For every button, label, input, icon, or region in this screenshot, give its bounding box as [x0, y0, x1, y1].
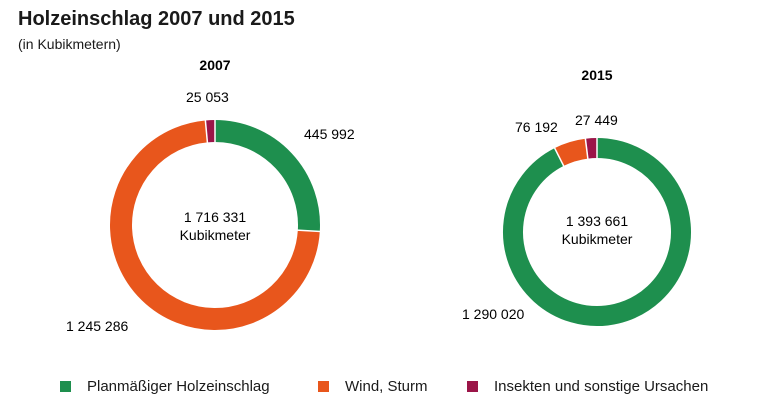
donut-2015-slice-planned	[503, 138, 691, 326]
donut-2015-label-insects: 27 449	[575, 112, 618, 128]
legend-item-planned: Planmäßiger Holzeinschlag	[60, 378, 270, 395]
donut-2015-title: 2015	[581, 67, 612, 83]
donut-2007-center-unit: Kubikmeter	[180, 227, 251, 243]
donut-2007: 2007 1 716 331 Kubikmeter 445 992 1 245 …	[66, 57, 355, 334]
donut-2007-slice-wind	[110, 120, 320, 330]
legend-swatch-wind	[318, 381, 329, 392]
donut-2007-slice-planned	[214, 120, 320, 232]
legend: Planmäßiger Holzeinschlag Wind, Sturm In…	[0, 378, 780, 400]
donut-2015-slice-insects	[585, 138, 598, 159]
legend-label-planned: Planmäßiger Holzeinschlag	[87, 378, 270, 395]
donut-2015-slice-wind	[554, 138, 589, 167]
donut-2015-separator-1	[553, 146, 565, 168]
donut-2015-center-value: 1 393 661	[566, 213, 628, 229]
legend-label-insects: Insekten und sonstige Ursachen	[494, 378, 709, 395]
donut-2007-slices	[110, 119, 321, 330]
donut-2007-label-planned: 445 992	[304, 126, 355, 142]
donut-2015-center-unit: Kubikmeter	[562, 231, 633, 247]
donut-charts: 2007 1 716 331 Kubikmeter 445 992 1 245 …	[66, 57, 691, 334]
legend-swatch-insects	[467, 381, 478, 392]
donut-2015-separator-2	[584, 137, 589, 160]
donut-2015-label-planned: 1 290 020	[462, 306, 524, 322]
donut-2015-label-wind: 76 192	[515, 119, 558, 135]
donut-2007-label-wind: 1 245 286	[66, 318, 128, 334]
donut-2007-label-insects: 25 053	[186, 89, 229, 105]
legend-label-wind: Wind, Sturm	[345, 378, 428, 395]
donut-2015-slices	[503, 137, 691, 326]
donut-2015: 2015 1 393 661 Kubikmeter 1 290 020 76 1…	[462, 67, 691, 326]
donut-2007-separator-1	[296, 229, 321, 233]
chart-title: Holzeinschlag 2007 und 2015	[18, 8, 295, 30]
legend-item-insects: Insekten und sonstige Ursachen	[467, 378, 708, 395]
legend-swatch-planned	[60, 381, 71, 392]
chart-subtitle: (in Kubikmetern)	[18, 36, 121, 52]
donut-2007-center-value: 1 716 331	[184, 209, 246, 225]
donut-2007-title: 2007	[199, 57, 230, 73]
legend-item-wind: Wind, Sturm	[318, 378, 428, 395]
donut-2007-separator-2	[204, 119, 209, 144]
